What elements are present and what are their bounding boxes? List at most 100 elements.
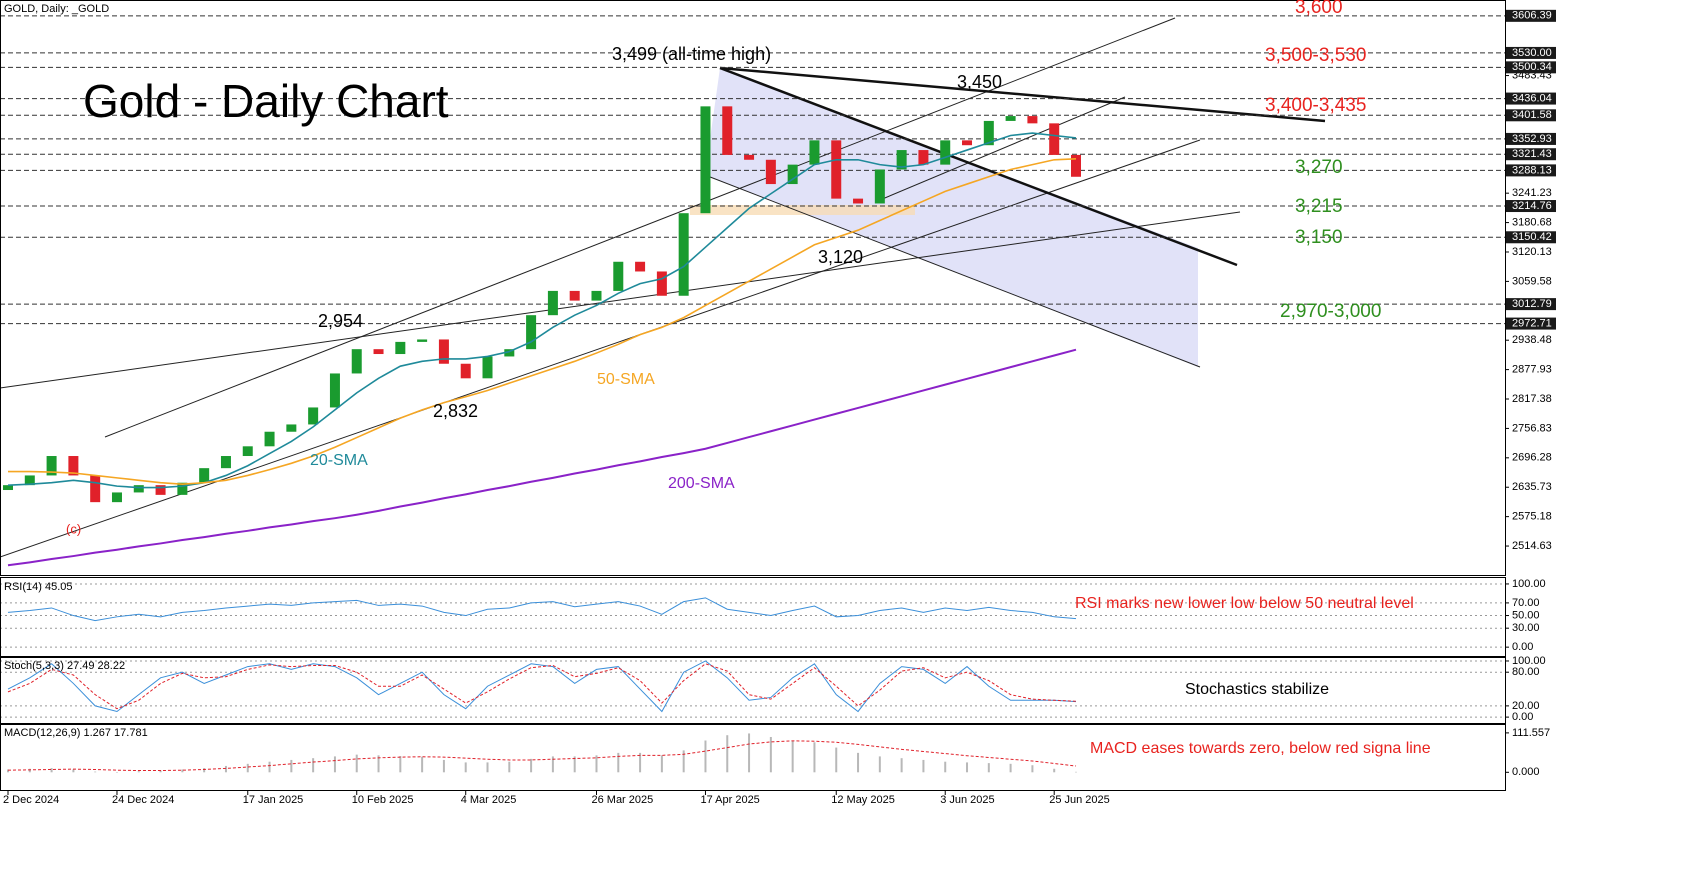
histogram-bar [508,761,511,773]
level-label: 2972.71 [1512,317,1552,329]
histogram-bar [399,756,402,773]
candle-body [765,159,776,185]
y-tick-label: 2817.38 [1512,393,1552,405]
series-line [7,348,1077,567]
y-tick-label: 2635.73 [1512,481,1552,493]
annotation: 3,499 (all-time high) [612,44,771,64]
panel-header: MACD(12,26,9) 1.267 17.781 [4,727,148,739]
histogram-bar [748,733,751,773]
candle-body [1027,116,1038,124]
level-box [1506,9,1556,22]
candle-body [722,106,733,155]
trend-line [719,66,1326,123]
y-tick-label: 3241.23 [1512,187,1552,199]
candle-body [373,349,384,355]
panel-header: Stoch(5,3,3) 27.49 28.22 [4,660,125,672]
panel-note: Stochastics stabilize [1185,681,1329,698]
candle-body [177,482,188,495]
histogram-bar [464,762,467,773]
histogram-bar [1009,763,1012,773]
candle-body [3,485,13,491]
x-tick-label: 26 Mar 2025 [591,794,653,806]
panel-header: RSI(14) 45.05 [4,581,72,593]
y-tick-label: 3059.58 [1512,275,1552,287]
level-box [1506,317,1556,330]
trend-line [719,66,1238,267]
histogram-bar [268,761,271,773]
y-tick-label: 0.00 [1512,641,1533,653]
x-tick-label: 17 Jan 2025 [243,794,304,806]
level-label: 3321.43 [1512,148,1552,160]
candle-body [351,349,362,374]
candle-body [286,424,297,432]
chart-title: Gold - Daily Chart [83,75,449,127]
y-tick-label: 2938.48 [1512,334,1552,346]
level-note: 3,270 [1295,157,1343,178]
candle-body [569,290,580,301]
chart-header: GOLD, Daily: _GOLD [4,3,109,15]
y-tick-label: 2696.28 [1512,452,1552,464]
candle-body [133,485,144,493]
macd-frame [0,724,1506,791]
trend-line [704,174,1201,368]
histogram-bar [769,736,772,773]
candle-body [111,492,122,503]
candle-body [90,475,101,503]
x-tick-label: 4 Mar 2025 [461,794,517,806]
price-frame [0,0,1506,576]
histogram-bar [290,759,293,773]
level-label: 3530.00 [1512,47,1552,59]
histogram-bar [224,765,227,773]
series-line [7,132,1077,489]
annotation: 3,120 [818,247,863,267]
y-tick-label: 20.00 [1512,700,1540,712]
histogram-bar [617,752,620,773]
level-label: 3352.93 [1512,133,1552,145]
level-label: 3012.79 [1512,298,1552,310]
candle-body [656,271,667,296]
y-tick-label: 70.00 [1512,597,1540,609]
annotation: 3,450 [957,72,1002,92]
y-tick-label: 80.00 [1512,666,1540,678]
level-label: 3150.42 [1512,231,1552,243]
histogram-bar [813,742,816,773]
histogram-bar [639,752,642,773]
candle-body [918,150,929,165]
histogram-bar [1031,765,1034,773]
level-box [1506,61,1556,74]
histogram-bar [159,770,162,773]
trend-line [0,211,1241,389]
candle-body [438,339,449,364]
x-tick-label: 25 Jun 2025 [1049,794,1110,806]
y-tick-label: 0.00 [1512,711,1533,723]
histogram-bar [181,769,184,773]
y-tick-label: 0.000 [1512,766,1540,778]
candle-body [547,290,558,316]
candle-body [809,140,820,165]
x-tick-label: 10 Feb 2025 [352,794,414,806]
candle-body [678,213,689,296]
level-label: 3500.34 [1512,61,1552,73]
series-line [7,740,1077,772]
histogram-bar [835,747,838,773]
histogram-bar [704,740,707,773]
candle-body [1005,116,1016,121]
candle-body [329,373,340,408]
histogram-bar [987,763,990,773]
level-note: 3,215 [1295,196,1343,217]
histogram-bar [922,759,925,773]
histogram-bar [1053,768,1056,773]
support-zone [690,205,915,215]
histogram-bar [50,768,53,773]
candle-body [874,169,885,204]
level-box [1506,109,1556,122]
candle-body [46,456,57,476]
series-line [8,158,1077,485]
candle-body [831,140,842,199]
rsi-frame [0,577,1506,657]
histogram-bar [486,762,489,773]
y-tick-label: 2756.83 [1512,422,1552,434]
x-tick-label: 3 Jun 2025 [940,794,994,806]
